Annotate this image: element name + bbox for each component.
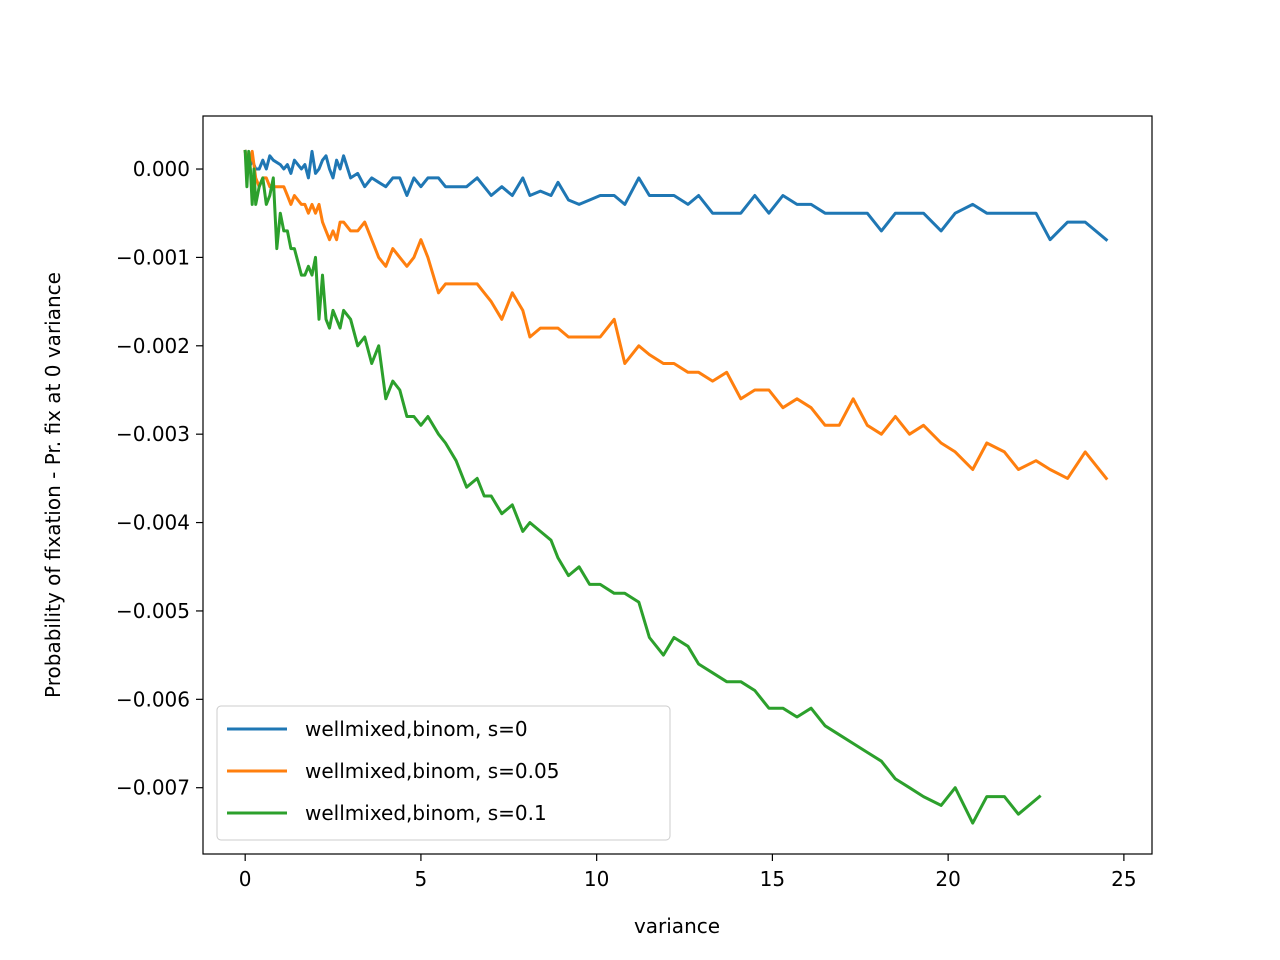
- legend-label-2: wellmixed,binom, s=0.1: [305, 801, 547, 825]
- legend-label-1: wellmixed,binom, s=0.05: [305, 759, 559, 783]
- x-tick-label: 15: [760, 867, 785, 891]
- x-tick-label: 25: [1111, 867, 1136, 891]
- y-tick-label: 0.000: [133, 157, 190, 181]
- y-tick-label: −0.002: [116, 334, 190, 358]
- series-line-2: [243, 149, 1042, 825]
- y-tick-label: −0.001: [116, 245, 190, 269]
- x-tick-label: 20: [935, 867, 960, 891]
- legend: wellmixed,binom, s=0 wellmixed,binom, s=0…: [216, 705, 671, 841]
- x-tick-label: 5: [415, 867, 428, 891]
- x-axis: 0 5 10 15 20 25: [239, 854, 1137, 891]
- series-line-0: [243, 149, 1109, 242]
- series-line-1: [243, 149, 1109, 481]
- legend-box: [216, 705, 671, 841]
- y-tick-label: −0.004: [116, 511, 190, 535]
- legend-label-0: wellmixed,binom, s=0: [305, 717, 528, 741]
- axes-frame: [202, 115, 1153, 855]
- y-tick-label: −0.007: [116, 776, 190, 800]
- x-axis-label: variance: [634, 914, 720, 938]
- x-tick-label: 10: [584, 867, 609, 891]
- y-axis-label: Probability of fixation - Pr. fix at 0 v…: [41, 272, 65, 698]
- y-tick-label: −0.006: [116, 687, 190, 711]
- plot-area: [243, 149, 1109, 825]
- y-tick-label: −0.003: [116, 422, 190, 446]
- x-tick-label: 0: [239, 867, 252, 891]
- y-tick-label: −0.005: [116, 599, 190, 623]
- y-axis: 0.000 −0.001 −0.002 −0.003 −0.004 −0.005 −0.00…: [116, 157, 203, 800]
